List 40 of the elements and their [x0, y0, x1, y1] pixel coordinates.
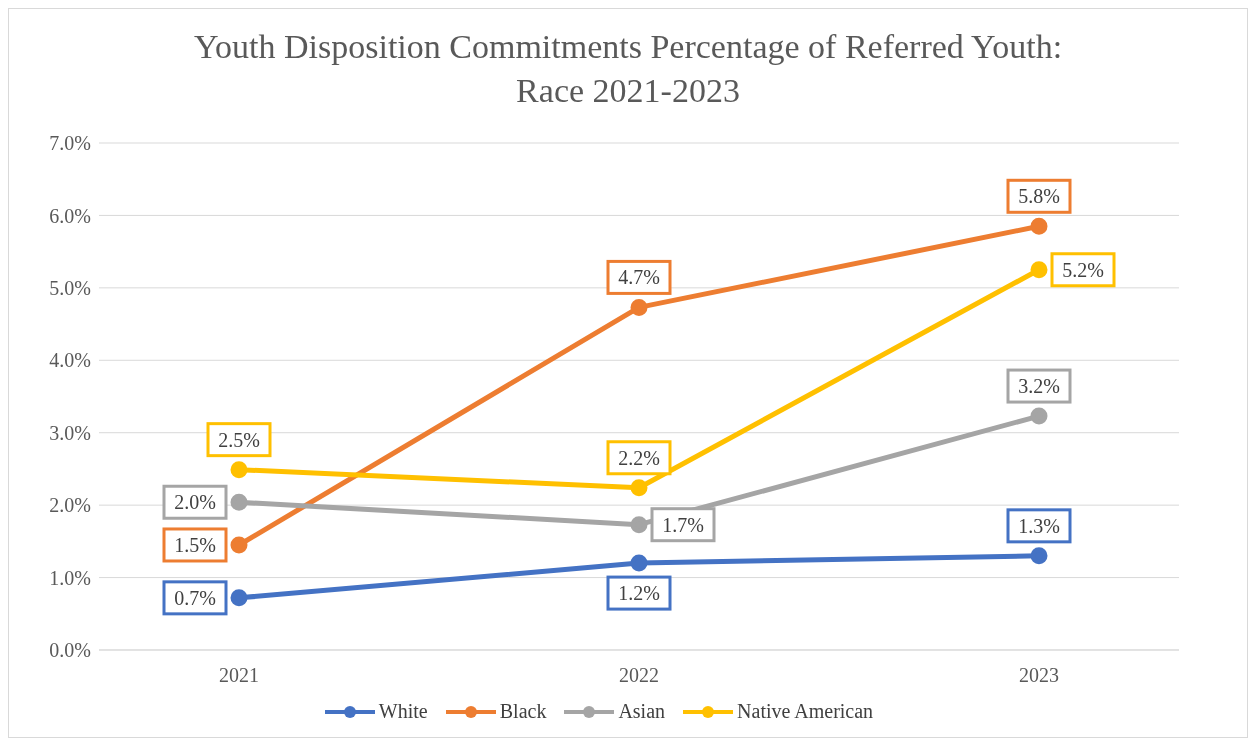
data-label: 2.5% — [218, 428, 260, 451]
point — [1030, 217, 1048, 235]
chart-title: Youth Disposition Commitments Percentage of Referred Youth: Race 2021-2023 — [192, 27, 1064, 111]
data-label: 3.2% — [1018, 375, 1060, 398]
y-tick-label: 1.0% — [49, 566, 91, 589]
point — [630, 554, 648, 572]
data-label: 2.0% — [174, 491, 216, 514]
x-tick-label: 2022 — [619, 664, 659, 687]
y-tick-label: 7.0% — [49, 132, 91, 155]
y-tick-label: 6.0% — [49, 204, 91, 227]
data-label: 0.7% — [174, 586, 216, 609]
data-label: 5.8% — [1018, 185, 1060, 208]
legend-label: White — [377, 700, 428, 723]
y-tick-label: 4.0% — [49, 349, 91, 372]
legend-label: Asian — [617, 700, 666, 723]
point — [630, 298, 648, 316]
y-tick-label: 0.0% — [49, 639, 91, 662]
point — [1030, 261, 1048, 279]
point — [230, 493, 248, 511]
data-label: 1.5% — [174, 533, 216, 556]
x-tick-label: 2023 — [1019, 664, 1059, 687]
point — [230, 461, 248, 479]
y-tick-label: 2.0% — [49, 494, 91, 517]
data-label: 1.2% — [618, 582, 660, 605]
point — [630, 516, 648, 534]
point — [230, 589, 248, 607]
data-label: 2.2% — [618, 446, 660, 469]
point — [1030, 407, 1048, 425]
x-tick-label: 2021 — [219, 664, 259, 687]
data-label: 1.7% — [662, 513, 704, 536]
point — [230, 536, 248, 554]
legend-label: Black — [498, 700, 547, 723]
legend-label: Native American — [736, 700, 874, 723]
data-label: 4.7% — [618, 266, 660, 289]
data-label: 1.3% — [1018, 514, 1060, 537]
point — [1030, 547, 1048, 565]
point — [630, 479, 648, 497]
y-tick-label: 3.0% — [49, 421, 91, 444]
y-tick-label: 5.0% — [49, 276, 91, 299]
data-label: 5.2% — [1062, 258, 1104, 281]
